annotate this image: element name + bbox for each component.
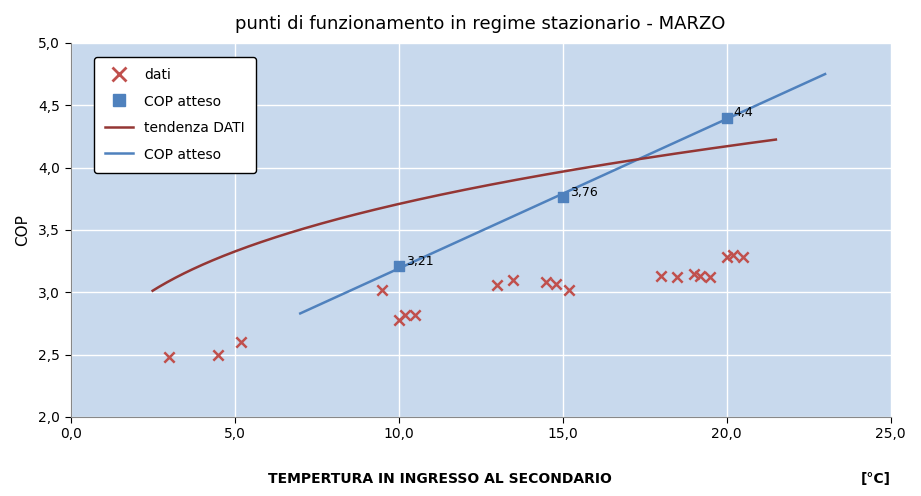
Point [694,272,708,280]
Point [391,262,406,270]
Point [726,251,740,259]
Legend: dati, COP atteso, tendenza DATI, COP atteso: dati, COP atteso, tendenza DATI, COP att… [94,58,256,173]
Text: 3,21: 3,21 [405,254,433,268]
Point [719,114,734,122]
Point [539,278,554,286]
Text: 3,76: 3,76 [569,186,598,199]
Text: TEMPERTURA IN INGRESSO AL SECONDARIO: TEMPERTURA IN INGRESSO AL SECONDARIO [268,472,612,486]
Text: 4,4: 4,4 [734,106,753,120]
Point [398,310,413,318]
Point [549,280,564,288]
Point [562,286,577,294]
Point [490,281,505,289]
Point [507,276,521,284]
Point [162,353,177,361]
Point [654,272,669,280]
Point [686,269,701,277]
Point [670,273,685,281]
Point [703,273,717,281]
Point [736,253,751,261]
Y-axis label: COP: COP [15,214,30,246]
Point [211,351,226,359]
Point [234,338,249,346]
Point [719,253,734,261]
Text: [°C]: [°C] [861,472,891,486]
Point [408,310,423,318]
Title: punti di funzionamento in regime stazionario - MARZO: punti di funzionamento in regime stazion… [236,15,726,33]
Point [391,315,406,323]
Point [555,193,570,201]
Point [375,286,390,294]
